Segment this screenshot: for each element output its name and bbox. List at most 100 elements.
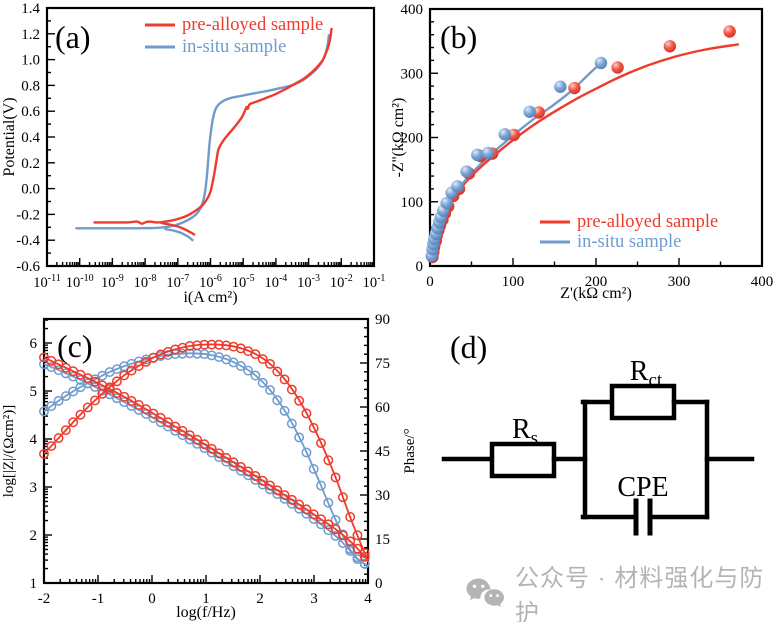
y-tick-label: 0.6: [21, 104, 40, 120]
y-tick-label: -0.4: [16, 233, 40, 249]
marker: [206, 443, 217, 454]
marker: [257, 377, 268, 388]
data-point: [507, 128, 521, 142]
marker: [323, 525, 334, 536]
y-tick-label: 400: [401, 2, 424, 18]
panel-label-d: (d): [450, 329, 487, 365]
marker: [111, 393, 122, 404]
marker: [199, 339, 210, 350]
series-in-situ-data: [425, 56, 608, 262]
series-pre-alloyed-impedance-markers: [39, 352, 370, 562]
marker: [250, 471, 261, 481]
x-tick-label: 10-5: [232, 273, 255, 291]
marker: [60, 425, 71, 436]
x-tick-label: -2: [38, 591, 51, 607]
panel-c-bode-chart: -2 -1 0 1 2 3 41234560153045607590log(f/Hz)log…: [1, 312, 418, 621]
marker: [359, 558, 370, 569]
y-right-tick-label: 60: [375, 400, 390, 416]
marker: [330, 524, 341, 535]
marker: [119, 397, 130, 408]
x-tick-label: 10-8: [134, 273, 157, 291]
marker: [141, 356, 152, 367]
x-tick-label: 2: [256, 591, 264, 607]
data-point: [451, 180, 464, 193]
marker: [192, 434, 203, 445]
marker: [301, 408, 312, 419]
wechat-logo-icon: [466, 578, 504, 607]
y-axis-label: Potential(V): [1, 97, 18, 176]
series-pre-alloyed-cathodic-tail: [160, 221, 196, 236]
marker: [126, 365, 137, 376]
x-tick-label: 10-2: [330, 273, 353, 291]
y-right-tick-label: 45: [375, 444, 390, 460]
legend-item: in-situ sample: [540, 232, 681, 252]
marker: [90, 395, 100, 406]
marker: [155, 412, 166, 423]
data-point: [611, 61, 624, 74]
axis-ticks: [43, 318, 369, 584]
marker: [250, 349, 261, 360]
x-tick-label: 1: [202, 591, 210, 607]
marker: [46, 401, 57, 412]
marker: [250, 370, 261, 381]
legend-label: in-situ sample: [182, 37, 286, 57]
y-tick-label: 200: [401, 131, 424, 147]
data-point: [663, 40, 677, 53]
legend-label: pre-alloyed sample: [182, 15, 323, 35]
marker: [184, 430, 195, 441]
x-tick-label: 10-6: [199, 273, 222, 291]
marker: [111, 376, 122, 387]
y-axis-label: -Z''(kΩ cm²): [390, 98, 407, 178]
marker: [199, 439, 210, 450]
data-point: [723, 25, 736, 38]
marker: [316, 438, 326, 449]
marker: [337, 492, 348, 503]
marker: [316, 514, 326, 525]
resistor-rs: [489, 441, 557, 479]
marker: [39, 448, 49, 459]
marker: [119, 391, 130, 402]
marker: [257, 354, 268, 364]
marker: [286, 494, 297, 505]
marker: [352, 543, 363, 554]
marker: [104, 382, 115, 393]
x-tick-label: 300: [668, 274, 691, 290]
marker: [352, 530, 363, 541]
marker: [82, 402, 93, 413]
x-tick-label: 10-1: [363, 273, 386, 291]
data-point: [440, 196, 453, 210]
marker: [97, 388, 108, 399]
data-point: [568, 81, 581, 95]
data-point: [594, 56, 608, 70]
y-right-tick-label: 90: [375, 312, 390, 328]
marker: [272, 485, 283, 496]
marker: [177, 348, 188, 359]
circuit-wires: [441, 383, 755, 536]
marker: [177, 425, 188, 436]
marker: [75, 409, 86, 420]
marker: [206, 339, 217, 350]
y-left-tick-label: 3: [30, 480, 38, 496]
y-right-tick-label: 30: [375, 488, 390, 504]
marker: [39, 406, 49, 417]
marker: [214, 448, 224, 459]
marker: [111, 387, 122, 398]
series-in-situ-impedance-fit: [43, 363, 369, 567]
data-point: [481, 146, 495, 160]
legend-item: in-situ sample: [145, 37, 286, 57]
marker: [330, 531, 341, 541]
marker: [286, 418, 297, 429]
legend-item: pre-alloyed sample: [145, 15, 323, 35]
marker: [119, 370, 130, 381]
series-in-situ-phase-markers: [39, 348, 370, 569]
y-tick-label: -0.6: [16, 259, 40, 275]
legend-label: pre-alloyed sample: [577, 212, 718, 232]
marker: [170, 421, 181, 432]
marker: [68, 417, 79, 428]
x-tick-label: 10-3: [297, 273, 320, 291]
marker: [308, 464, 319, 474]
x-tick-label: 10-11: [33, 273, 60, 291]
rct-label: Rct: [630, 356, 663, 391]
